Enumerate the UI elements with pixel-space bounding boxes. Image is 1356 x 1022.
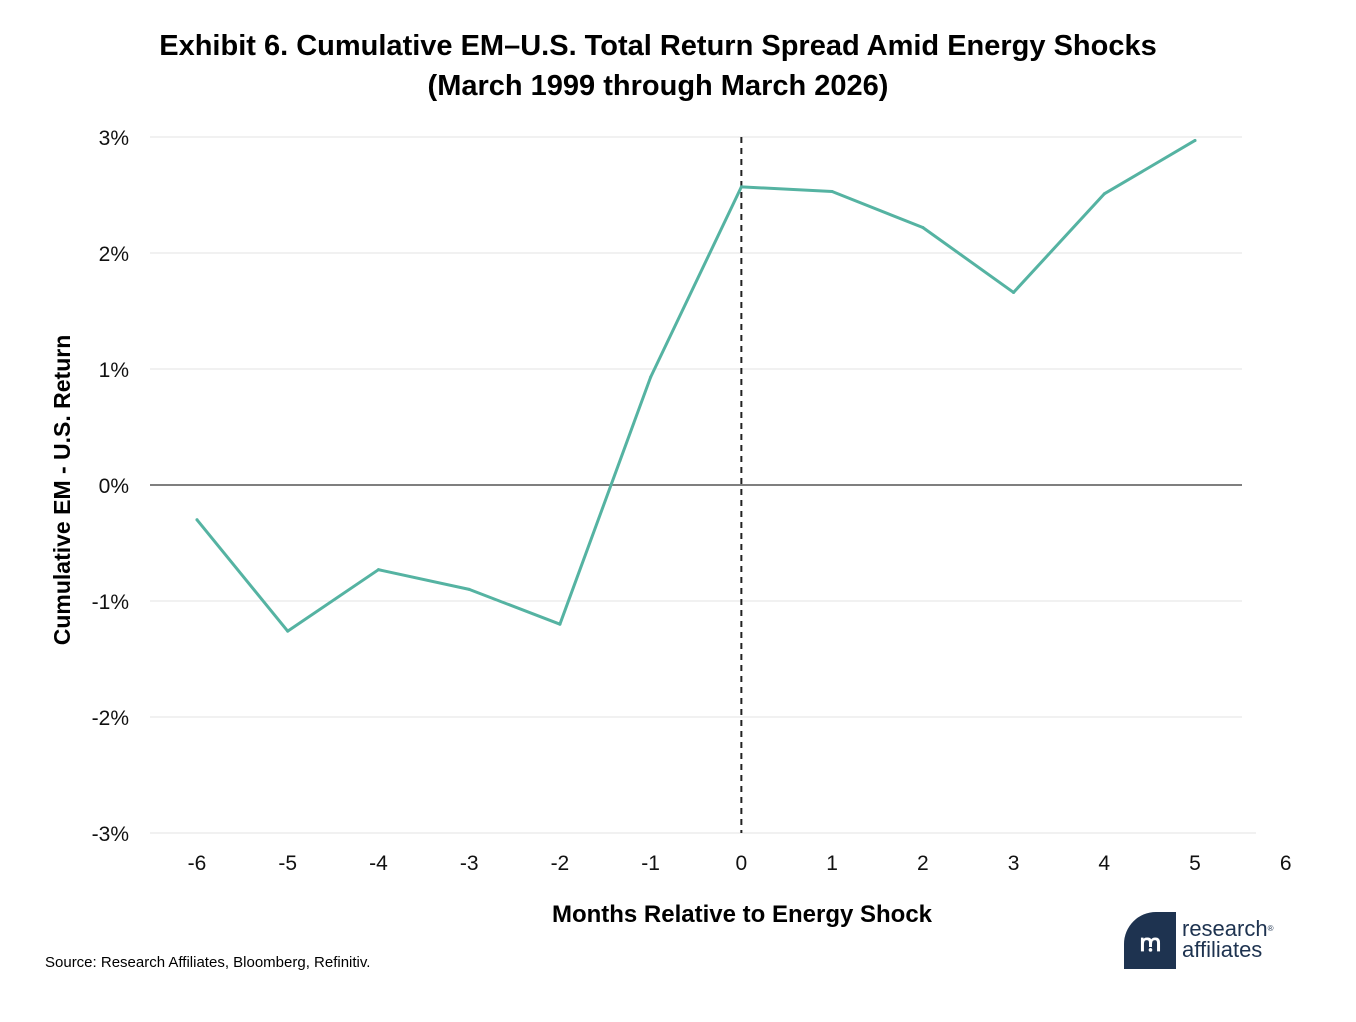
data-point [195, 518, 199, 522]
series-layer [195, 137, 1197, 833]
logo-mark-glyph: ꭑ [1139, 930, 1161, 957]
data-point [558, 622, 562, 626]
y-tick-label: 1% [99, 359, 129, 382]
source-note: Source: Research Affiliates, Bloomberg, … [45, 954, 371, 971]
y-tick-label: -2% [92, 707, 129, 730]
x-tick-label: 0 [736, 852, 748, 875]
chart-title-line-2: (March 1999 through March 2026) [427, 70, 889, 102]
series-line [195, 138, 1197, 633]
gridlines [150, 136, 1256, 834]
data-point [1012, 290, 1016, 294]
x-tick-label: -1 [641, 852, 660, 875]
y-axis-ticks: 3% 2% 1% 0% -1% -2% -3% [92, 127, 129, 846]
research-affiliates-logo: ꭑ research® affiliates [1124, 912, 1294, 972]
x-axis-ticks: -6 -5 -4 -3 -2 -1 0 1 2 3 4 5 6 [188, 852, 1292, 875]
data-point [286, 629, 290, 633]
chart-title: Exhibit 6. Cumulative EM–U.S. Total Retu… [0, 26, 1316, 106]
chart-title-line-1: Exhibit 6. Cumulative EM–U.S. Total Retu… [159, 30, 1157, 62]
logo-line-1: research [1182, 916, 1268, 941]
data-point [921, 225, 925, 229]
x-tick-label: 6 [1280, 852, 1292, 875]
data-point [649, 375, 653, 379]
x-tick-label: -4 [369, 852, 388, 875]
y-axis-label: Cumulative EM - U.S. Return [49, 335, 75, 646]
data-point [739, 185, 743, 189]
x-tick-label: -5 [278, 852, 297, 875]
y-tick-label: -3% [92, 823, 129, 846]
data-point [1102, 192, 1106, 196]
y-tick-label: 0% [99, 475, 129, 498]
x-tick-label: -6 [188, 852, 207, 875]
data-point [830, 190, 834, 194]
data-point [1193, 138, 1197, 142]
y-tick-label: 3% [99, 127, 129, 150]
x-tick-label: 4 [1098, 852, 1110, 875]
x-tick-label: 5 [1189, 852, 1201, 875]
logo-line-2: affiliates [1182, 937, 1263, 962]
x-axis-label: Months Relative to Energy Shock [552, 901, 933, 928]
x-tick-label: -3 [460, 852, 479, 875]
x-tick-label: 1 [826, 852, 838, 875]
logo-mark-icon: ꭑ [1124, 912, 1176, 969]
y-tick-label: -1% [92, 591, 129, 614]
x-tick-label: 3 [1008, 852, 1020, 875]
logo-text: research® affiliates [1182, 916, 1274, 962]
data-point [467, 587, 471, 591]
logo-registered: ® [1267, 924, 1274, 933]
x-tick-label: 2 [917, 852, 929, 875]
data-point [376, 568, 380, 572]
y-tick-label: 2% [99, 243, 129, 266]
x-tick-label: -2 [551, 852, 570, 875]
